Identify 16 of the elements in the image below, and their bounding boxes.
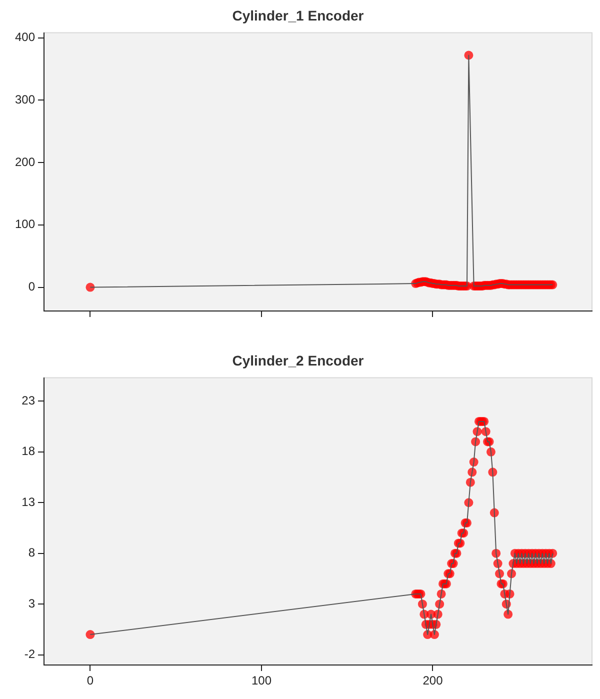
y-tick-label: 100 [14,217,36,232]
y-tick-label: 23 [22,393,36,408]
y-tick-label: 8 [28,546,36,560]
y-tick-label: 300 [14,92,36,106]
y-tick-label: 200 [14,154,36,169]
x-tick-label: 200 [422,674,444,688]
y-tick-label: 400 [14,30,36,44]
chart-title: Cylinder_1 Encoder [232,7,364,24]
y-tick-label: 3 [28,596,36,610]
x-tick-label: 0 [86,674,94,688]
y-tick-label: 13 [22,494,36,509]
x-tick-label: 100 [251,674,272,688]
y-tick-label: 18 [22,444,36,458]
chart-title: Cylinder_2 Encoder [232,352,364,368]
y-tick-label: -2 [24,647,36,662]
y-tick-label: 0 [28,280,36,294]
